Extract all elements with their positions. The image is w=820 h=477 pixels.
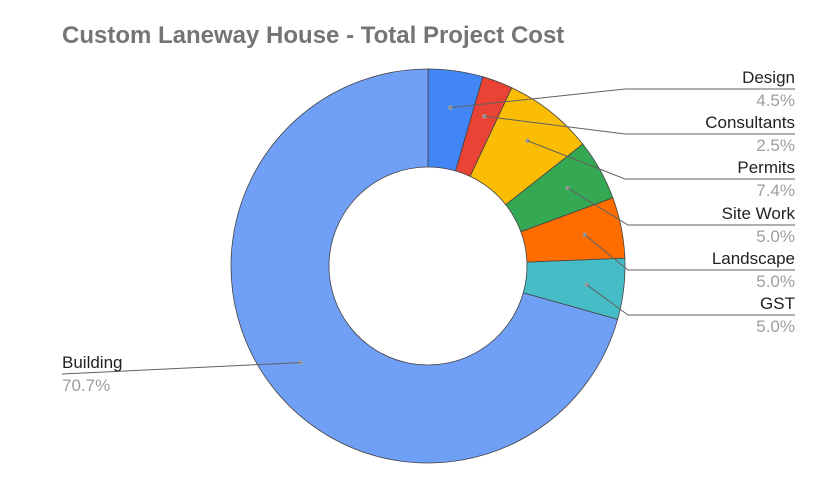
slice-label-site-work: Site Work — [722, 204, 796, 223]
leader-line-gst — [586, 284, 795, 316]
slice-group — [230, 68, 626, 464]
leader-line-permits — [527, 140, 795, 180]
anchor-dot-building — [298, 360, 303, 365]
anchor-dot-design — [448, 105, 453, 110]
slice-label-landscape: Landscape — [712, 249, 795, 268]
slice-percent-permits: 7.4% — [756, 181, 795, 200]
slice-building[interactable] — [230, 68, 619, 464]
slice-percent-landscape: 5.0% — [756, 272, 795, 291]
slice-label-design: Design — [742, 68, 795, 87]
slice-percent-consultants: 2.5% — [756, 136, 795, 155]
chart-title: Custom Laneway House - Total Project Cos… — [62, 22, 565, 49]
leader-line-building — [61, 362, 301, 375]
slice-label-building: Building — [62, 353, 123, 372]
leader-line-landscape — [584, 234, 795, 271]
leader-line-site-work — [567, 187, 795, 226]
leader-line-group — [61, 88, 795, 375]
slice-percent-building: 70.7% — [62, 376, 110, 395]
slice-percent-site-work: 5.0% — [756, 227, 795, 246]
slice-percent-gst: 5.0% — [756, 317, 795, 336]
slice-label-permits: Permits — [737, 158, 795, 177]
label-group: Design 4.5% Consultants 2.5% Permits 7.4% Site… — [62, 68, 795, 395]
slice-label-consultants: Consultants — [705, 113, 795, 132]
slice-label-gst: GST — [760, 294, 795, 313]
leader-line-design — [450, 88, 795, 109]
leader-line-consultants — [484, 115, 795, 135]
slice-percent-design: 4.5% — [756, 91, 795, 110]
